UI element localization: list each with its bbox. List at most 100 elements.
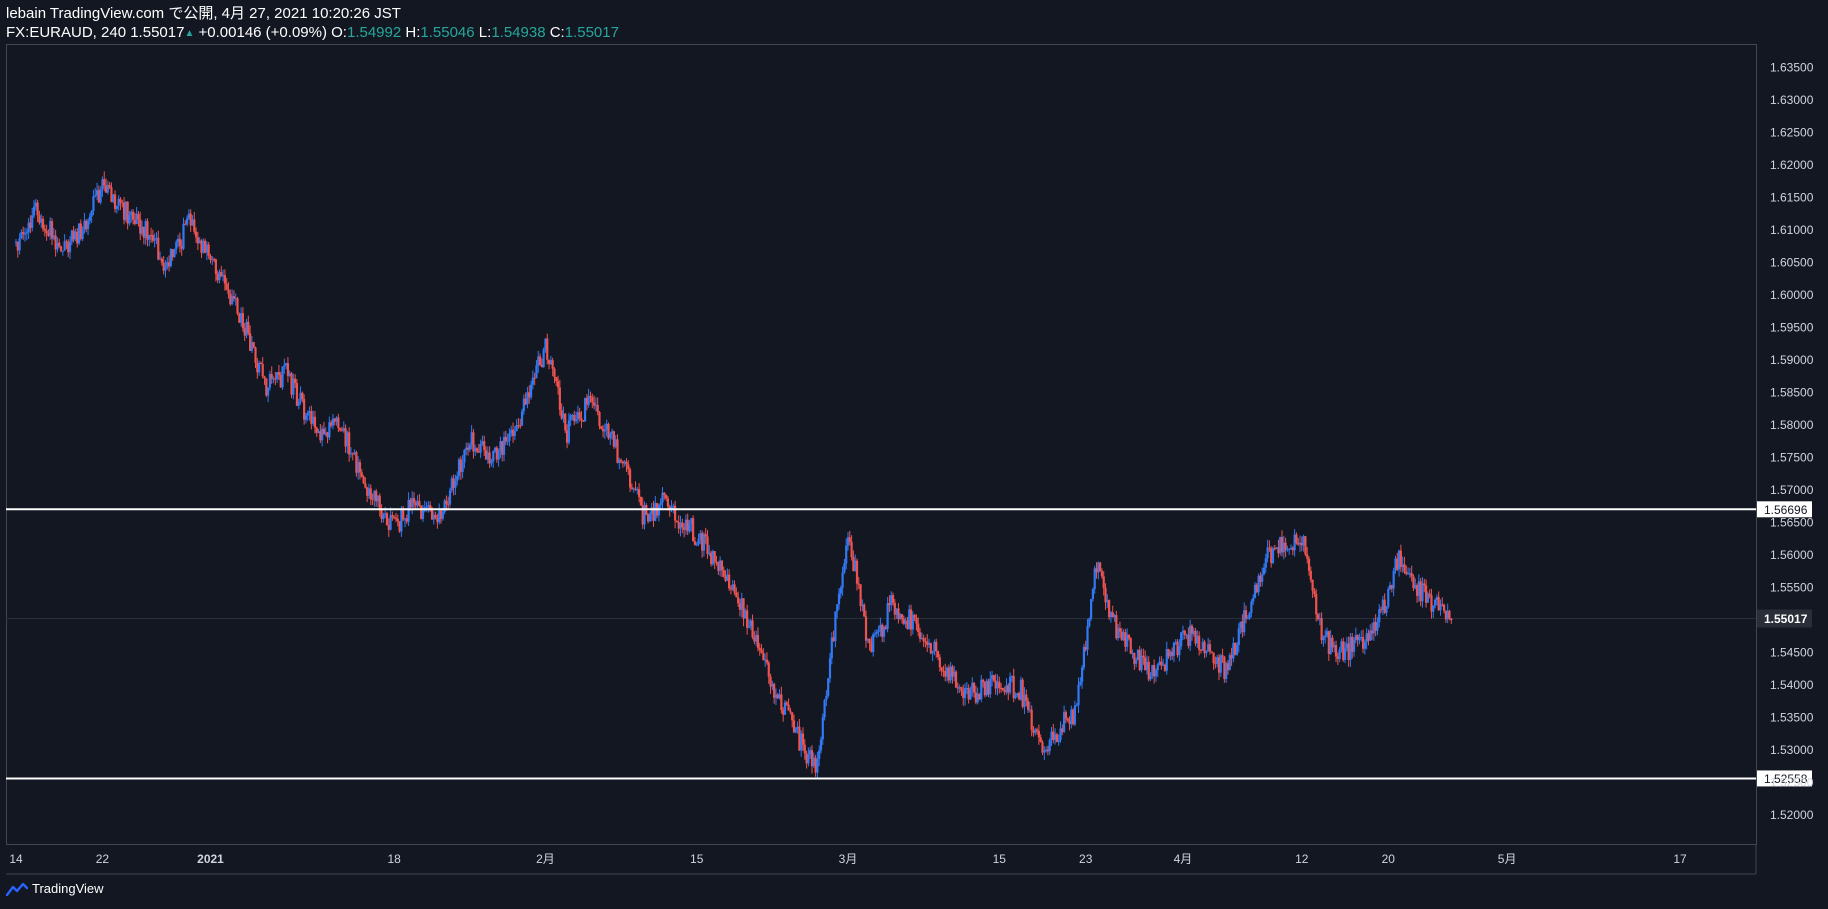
candle bbox=[902, 615, 905, 626]
candle bbox=[189, 209, 192, 232]
candle bbox=[987, 678, 990, 698]
candle bbox=[20, 229, 23, 240]
candle bbox=[112, 194, 115, 204]
candle bbox=[1358, 633, 1361, 645]
candle bbox=[1257, 573, 1260, 596]
candle bbox=[884, 624, 887, 630]
candle bbox=[1043, 746, 1046, 761]
candle bbox=[121, 199, 124, 208]
candle bbox=[540, 358, 543, 368]
candle bbox=[1023, 687, 1026, 715]
time-tick-label: 20 bbox=[1382, 852, 1396, 866]
candle bbox=[113, 190, 117, 213]
candle bbox=[897, 603, 900, 624]
candle bbox=[1082, 643, 1086, 671]
candle bbox=[908, 604, 911, 630]
candle bbox=[965, 682, 968, 695]
candle bbox=[72, 225, 75, 243]
time-axis[interactable]: 14 22 2021 18 2月 15 3月 15 23 4月 12 20 5月 17 bbox=[9, 852, 1687, 866]
candle bbox=[828, 652, 832, 683]
candle bbox=[981, 678, 985, 688]
candle bbox=[495, 445, 498, 463]
candle bbox=[560, 403, 563, 420]
candle bbox=[917, 617, 920, 637]
candle bbox=[827, 678, 830, 698]
candle bbox=[528, 385, 531, 404]
level-label: 1.56696 bbox=[1764, 503, 1808, 517]
candle bbox=[1158, 656, 1161, 666]
candle bbox=[1241, 614, 1244, 638]
candle bbox=[1126, 628, 1129, 652]
candle bbox=[1140, 648, 1143, 673]
candle bbox=[731, 579, 734, 591]
candle bbox=[1408, 567, 1411, 578]
candle bbox=[634, 481, 637, 491]
candle bbox=[412, 492, 416, 510]
price-tick-label: 1.56500 bbox=[1770, 516, 1814, 530]
candle bbox=[101, 176, 104, 197]
candle bbox=[171, 248, 174, 261]
candle bbox=[1352, 637, 1356, 657]
candle bbox=[861, 599, 864, 612]
candle bbox=[303, 394, 306, 425]
candle bbox=[949, 661, 952, 684]
price-tick-label: 1.57000 bbox=[1770, 483, 1814, 497]
candle bbox=[1298, 535, 1302, 553]
candle bbox=[909, 604, 913, 637]
candle bbox=[502, 431, 506, 462]
candle bbox=[511, 422, 515, 443]
candle bbox=[432, 511, 435, 525]
candle bbox=[292, 373, 295, 400]
candle bbox=[375, 488, 378, 507]
candle bbox=[848, 530, 851, 546]
candle bbox=[598, 410, 601, 430]
candle bbox=[180, 239, 183, 256]
footer: TradingView bbox=[6, 881, 104, 896]
candle bbox=[1185, 633, 1188, 640]
candle bbox=[486, 446, 489, 464]
candle bbox=[864, 610, 868, 648]
candle bbox=[194, 227, 198, 243]
candle bbox=[960, 686, 963, 696]
candle bbox=[1075, 703, 1078, 707]
candle bbox=[875, 629, 878, 638]
candle bbox=[1066, 717, 1069, 722]
candle bbox=[1001, 687, 1004, 692]
candle bbox=[677, 515, 680, 534]
candle bbox=[1156, 663, 1159, 678]
candle bbox=[1046, 745, 1049, 756]
candle bbox=[546, 333, 549, 365]
candle bbox=[420, 505, 423, 520]
candle bbox=[771, 680, 774, 691]
candle bbox=[1100, 568, 1104, 579]
time-tick-label: 14 bbox=[9, 852, 23, 866]
candle bbox=[1248, 611, 1251, 620]
candle bbox=[447, 496, 450, 510]
candle bbox=[740, 592, 743, 618]
candle bbox=[1277, 539, 1280, 558]
candle bbox=[1059, 721, 1062, 743]
horizontal-levels[interactable]: 1.56696 1.52558 bbox=[6, 501, 1812, 787]
candle bbox=[839, 585, 842, 599]
candle bbox=[719, 556, 722, 577]
candle bbox=[1162, 658, 1165, 666]
candle bbox=[985, 678, 988, 697]
candle bbox=[312, 410, 315, 426]
price-axis[interactable]: 1.52000 1.52500 1.53000 1.53500 1.54000 1.545… bbox=[1757, 60, 1814, 822]
candle bbox=[614, 435, 617, 449]
candle bbox=[459, 456, 462, 480]
candle bbox=[1063, 705, 1066, 734]
candle bbox=[364, 477, 367, 489]
candle bbox=[83, 213, 86, 234]
candle bbox=[834, 611, 837, 648]
candle bbox=[108, 181, 111, 190]
candle bbox=[122, 197, 126, 225]
candle bbox=[357, 456, 360, 480]
candle bbox=[971, 677, 974, 697]
candle bbox=[1297, 537, 1300, 546]
candle bbox=[162, 256, 165, 275]
candle bbox=[362, 475, 365, 485]
candle bbox=[882, 625, 886, 643]
candle bbox=[1165, 641, 1168, 675]
